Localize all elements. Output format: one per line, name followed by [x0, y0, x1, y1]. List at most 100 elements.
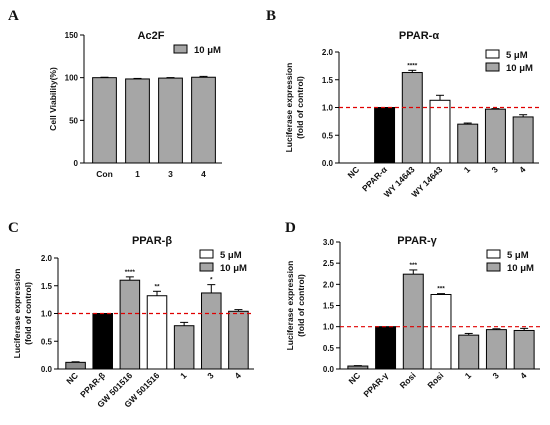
y-tick-label: 1.0 — [323, 323, 335, 332]
legend-swatch — [486, 249, 501, 259]
y-tick-label: 1.0 — [322, 104, 334, 113]
significance-label: *** — [409, 262, 417, 269]
y-tick-label: 1.5 — [323, 302, 335, 311]
bar — [458, 334, 480, 370]
y-axis-label: Luciferase expression — [284, 63, 294, 153]
y-tick-label: 0.5 — [322, 131, 334, 140]
bar — [228, 310, 249, 370]
x-tick-label: 3 — [490, 370, 501, 381]
x-tick-label: 1 — [463, 370, 474, 381]
bar — [401, 72, 423, 164]
panel-letter: D — [285, 220, 296, 236]
bar — [201, 292, 222, 370]
x-tick-label: PPAR-γ — [361, 370, 390, 399]
legend-label: 10 μM — [220, 263, 247, 274]
y-tick-label: 1.0 — [41, 310, 53, 319]
x-tick-label: Rosi — [398, 370, 418, 390]
significance-label: **** — [125, 269, 136, 276]
significance-label: **** — [407, 62, 418, 69]
bar — [402, 273, 424, 370]
bar — [146, 295, 168, 370]
legend-swatch — [199, 262, 214, 272]
y-axis-label-line2: (fold of control) — [295, 76, 305, 139]
x-tick-label: 4 — [232, 370, 243, 381]
y-tick-label: 0.5 — [41, 337, 53, 346]
bar — [92, 313, 113, 370]
legend-swatch — [485, 62, 500, 72]
legend-swatch — [199, 249, 214, 259]
bar — [65, 361, 86, 370]
x-tick-label: Con — [96, 169, 113, 179]
y-tick-label: 2.0 — [41, 254, 53, 263]
y-axis-label: Luciferase expression — [12, 269, 22, 359]
panel-a: A Ac2F 0 50 100 150 Cell Viability(%) Con 1 3 4 10 … — [8, 8, 222, 179]
bar — [512, 116, 534, 164]
panel-title: PPAR-α — [399, 30, 439, 42]
bar — [513, 329, 535, 370]
y-tick-label: 0 — [74, 159, 79, 168]
y-tick-label: 0.0 — [322, 159, 334, 168]
bar — [158, 77, 183, 164]
legend-label: 5 μM — [506, 50, 528, 61]
panel-title: PPAR-β — [132, 235, 172, 247]
y-axis-label: Cell Viability(%) — [48, 67, 58, 131]
panel-d: D PPAR-γ 0.0 0.5 1.0 1.5 2.0 2.5 3.0 Luciferase e… — [285, 220, 540, 399]
y-axis-label-line2: (fold of control) — [296, 274, 306, 337]
significance-label: * — [210, 277, 213, 284]
bar — [173, 325, 195, 370]
y-tick-label: 3.0 — [323, 238, 335, 247]
y-tick-label: 150 — [65, 31, 79, 40]
x-tick-label: NC — [347, 370, 363, 386]
legend-label: 10 μM — [194, 45, 221, 56]
y-tick-label: 2.5 — [323, 259, 335, 268]
y-tick-label: 0.0 — [41, 365, 53, 374]
x-tick-label: 1 — [462, 164, 473, 175]
y-tick-label: 2.0 — [323, 280, 335, 289]
bar — [374, 107, 396, 164]
bar — [485, 329, 507, 370]
x-tick-label: 4 — [517, 164, 528, 175]
x-tick-label: 3 — [168, 169, 173, 179]
legend-swatch — [485, 49, 500, 59]
x-tick-label: 3 — [205, 370, 216, 381]
legend-label: 5 μM — [220, 250, 242, 261]
x-tick-label: 4 — [201, 169, 206, 179]
x-tick-label: 1 — [178, 370, 189, 381]
y-tick-label: 100 — [65, 74, 79, 83]
bar — [191, 76, 216, 164]
bar — [457, 123, 479, 164]
panel-title: PPAR-γ — [397, 235, 437, 247]
significance-label: *** — [437, 286, 445, 293]
bar — [430, 293, 452, 370]
panel-letter: C — [8, 220, 19, 236]
bar — [125, 78, 150, 164]
y-axis-label: Luciferase expression — [285, 261, 295, 351]
bar — [375, 326, 397, 370]
panel-letter: A — [8, 8, 19, 24]
legend-label: 10 μM — [506, 63, 533, 74]
bar — [119, 279, 141, 370]
y-tick-label: 0.5 — [323, 344, 335, 353]
bar — [92, 77, 117, 164]
panel-title: Ac2F — [138, 30, 165, 42]
x-tick-label: 4 — [518, 370, 529, 381]
y-tick-label: 0.0 — [323, 365, 335, 374]
panel-letter: B — [266, 8, 276, 24]
legend-swatch — [486, 262, 501, 272]
y-tick-label: 1.5 — [322, 76, 334, 85]
bar — [484, 108, 506, 164]
panel-c: C PPAR-β 0.0 0.5 1.0 1.5 2.0 Luciferase express… — [8, 220, 254, 409]
significance-label: ** — [154, 283, 160, 290]
panel-b: B PPAR-α 0.0 0.5 1.0 1.5 2.0 Luciferase express… — [266, 8, 539, 199]
legend-label: 5 μM — [507, 250, 529, 261]
bar — [429, 99, 451, 164]
y-tick-label: 2.0 — [322, 48, 334, 57]
y-tick-label: 50 — [69, 116, 78, 125]
bar — [347, 365, 369, 370]
x-tick-label: Rosi — [425, 370, 445, 390]
x-tick-label: NC — [64, 370, 80, 386]
y-axis-label-line2: (fold of control) — [23, 282, 33, 345]
x-tick-label: 1 — [135, 169, 140, 179]
x-tick-label: NC — [346, 164, 362, 180]
